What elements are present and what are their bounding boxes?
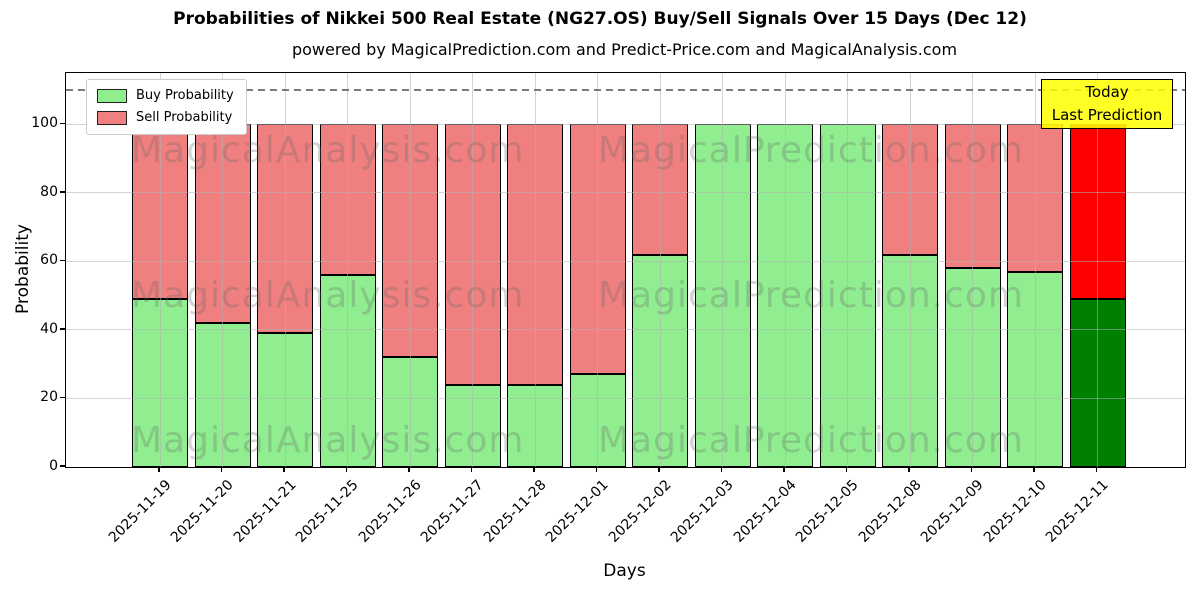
x-tick-mark	[283, 467, 285, 472]
watermark-text: MagicalPrediction.com	[598, 275, 1024, 316]
v-gridline	[222, 73, 223, 467]
y-axis-label: Probability	[13, 224, 33, 314]
x-tick-label: 2025-11-27	[417, 477, 487, 546]
v-gridline	[597, 73, 598, 467]
y-tick-label: 100	[31, 115, 58, 132]
x-tick-mark	[658, 467, 660, 472]
x-tick-mark	[158, 467, 160, 472]
legend: Buy Probability Sell Probability	[86, 79, 247, 135]
x-tick-mark	[220, 467, 223, 472]
v-gridline	[847, 73, 848, 467]
watermark-text: MagicalAnalysis.com	[131, 420, 525, 461]
y-tick-label: 80	[40, 183, 58, 200]
chart-subtitle: powered by MagicalPrediction.com and Pre…	[291, 40, 958, 59]
v-gridline	[534, 73, 536, 467]
watermark-text: MagicalPrediction.com	[598, 130, 1024, 171]
threshold-dashed-line	[66, 89, 1185, 91]
v-gridline	[1097, 73, 1098, 467]
v-gridline	[159, 73, 161, 467]
v-gridline	[409, 73, 411, 467]
x-tick-mark	[1033, 467, 1035, 472]
x-tick-mark	[720, 467, 723, 472]
x-tick-label: 2025-11-20	[167, 477, 237, 546]
annotation-line-last-prediction: Last Prediction	[1051, 106, 1163, 124]
h-gridline	[66, 123, 1185, 125]
x-tick-label: 2025-12-05	[792, 477, 862, 546]
y-tick-mark	[60, 328, 65, 330]
x-tick-mark	[345, 467, 348, 472]
h-gridline	[66, 192, 1185, 194]
y-tick-mark	[60, 465, 65, 467]
x-tick-mark	[595, 467, 598, 472]
x-tick-label: 2025-11-25	[292, 477, 362, 546]
v-gridline	[347, 73, 348, 467]
x-tick-mark	[1095, 467, 1098, 472]
x-tick-label: 2025-11-19	[105, 477, 175, 546]
x-tick-label: 2025-12-09	[917, 477, 987, 546]
v-gridline	[1034, 73, 1036, 467]
x-tick-mark	[908, 467, 910, 472]
x-tick-label: 2025-11-21	[230, 477, 300, 546]
x-tick-mark	[970, 467, 973, 472]
v-gridline	[784, 73, 786, 467]
legend-item-label: Sell Probability	[136, 110, 233, 125]
x-tick-label: 2025-12-10	[980, 477, 1050, 546]
v-gridline	[472, 73, 473, 467]
y-tick-mark	[60, 122, 65, 125]
x-tick-mark	[783, 467, 785, 472]
y-tick-mark	[60, 191, 65, 193]
y-tick-label: 60	[40, 252, 58, 269]
legend-item: Buy Probability	[97, 88, 234, 104]
watermark-text: MagicalPrediction.com	[598, 420, 1024, 461]
x-tick-label: 2025-12-04	[730, 477, 800, 546]
watermark-text: MagicalAnalysis.com	[131, 130, 525, 171]
plot-area: MagicalAnalysis.com MagicalPrediction.com…	[65, 72, 1186, 468]
y-tick-mark	[60, 396, 65, 399]
x-tick-mark	[533, 467, 535, 472]
legend-item-label: Buy Probability	[136, 88, 234, 103]
legend-item: Sell Probability	[97, 110, 234, 126]
v-gridline	[722, 73, 723, 467]
annotation-line-today: Today	[1085, 83, 1129, 101]
legend-swatch-sell	[97, 111, 127, 125]
legend-swatch-buy	[97, 89, 127, 103]
x-tick-label: 2025-11-26	[355, 477, 425, 546]
h-gridline	[66, 260, 1185, 262]
y-tick-label: 40	[40, 320, 58, 337]
today-annotation: Today Last Prediction	[1041, 79, 1173, 129]
x-tick-label: 2025-12-03	[667, 477, 737, 546]
v-gridline	[909, 73, 911, 467]
h-gridline	[66, 329, 1185, 331]
h-gridline	[66, 397, 1185, 399]
x-tick-mark	[470, 467, 473, 472]
x-axis-label: Days	[603, 561, 646, 581]
x-tick-label: 2025-12-01	[542, 477, 612, 546]
y-tick-label: 20	[40, 389, 58, 406]
y-tick-label: 0	[49, 458, 58, 474]
x-tick-label: 2025-12-08	[855, 477, 925, 546]
v-gridline	[659, 73, 661, 467]
x-tick-label: 2025-11-28	[480, 477, 550, 546]
v-gridline	[972, 73, 973, 467]
x-tick-mark	[408, 467, 410, 472]
x-tick-mark	[845, 467, 848, 472]
x-tick-label: 2025-12-02	[605, 477, 675, 546]
x-tick-label: 2025-12-11	[1042, 477, 1112, 546]
chart-title: Probabilities of Nikkei 500 Real Estate …	[173, 9, 1027, 29]
v-gridline	[284, 73, 286, 467]
y-tick-mark	[60, 259, 65, 262]
watermark-text: MagicalAnalysis.com	[131, 275, 525, 316]
